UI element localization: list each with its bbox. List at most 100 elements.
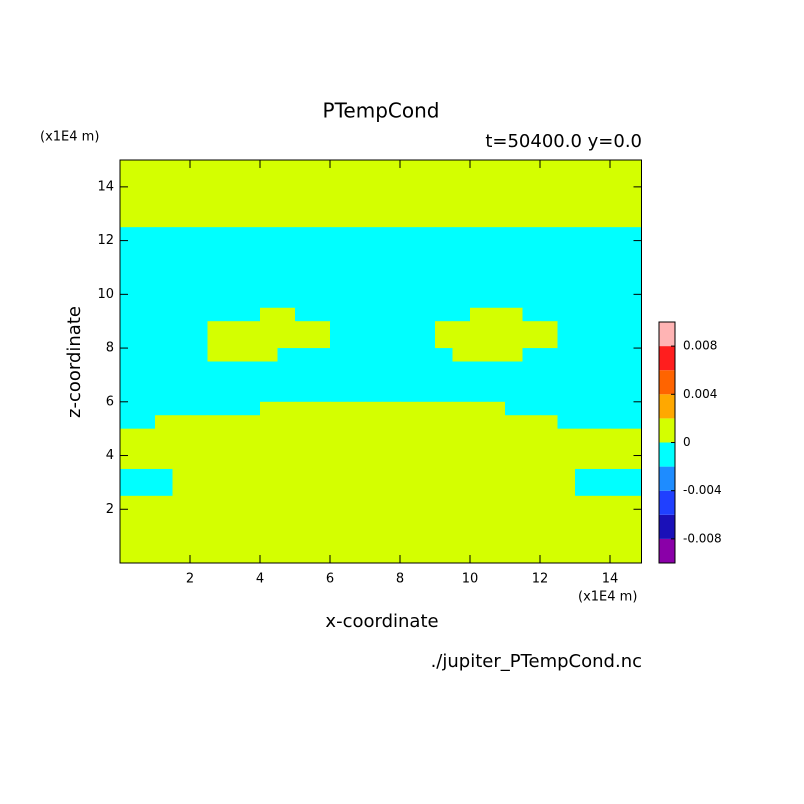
contour-cell [610,200,629,215]
contour-cell [330,307,349,322]
contour-cell [382,186,401,201]
contour-cell [277,307,296,322]
contour-cell [347,549,366,563]
contour-cell [417,455,436,470]
contour-cell [627,321,642,336]
contour-cell [452,536,471,551]
contour-cell [225,294,244,309]
contour-cell [295,388,314,403]
contour-cell [190,455,209,470]
contour-cell [295,267,314,282]
contour-cell [330,482,349,497]
contour-cell [277,428,296,443]
contour-cell [330,361,349,376]
contour-cell [487,307,506,322]
contour-cell [207,173,226,188]
contour-cell [225,213,244,228]
contour-cell [575,321,594,336]
contour-cell [522,160,541,175]
contour-cell [382,254,401,269]
contour-cell [137,495,156,510]
contour-cell [557,160,576,175]
contour-cell [575,442,594,457]
contour-cell [505,401,524,416]
contour-cell [417,415,436,430]
contour-cell [137,294,156,309]
contour-cell [295,254,314,269]
contour-cell [557,509,576,524]
contour-cell [505,495,524,510]
contour-cell [120,307,139,322]
contour-cell [400,173,419,188]
contour-cell [417,495,436,510]
contour-cell [207,307,226,322]
chart-title: PTempCond [323,99,440,123]
contour-cell [137,348,156,363]
contour-cell [592,415,611,430]
contour-cell [365,549,384,563]
contour-cell [137,240,156,255]
contour-cell [505,213,524,228]
contour-cell [400,160,419,175]
contour-cell [575,388,594,403]
contour-cell [242,536,261,551]
contour-cell [452,186,471,201]
contour-cell [347,455,366,470]
contour-cell [575,200,594,215]
contour-cell [522,455,541,470]
contour-cell [330,267,349,282]
contour-cell [470,267,489,282]
contour-cell [277,321,296,336]
contour-cell [487,213,506,228]
contour-cell [592,455,611,470]
contour-cell [627,455,642,470]
contour-cell [260,334,279,349]
contour-cell [487,509,506,524]
contour-cell [452,348,471,363]
contour-cell [155,294,174,309]
contour-cell [417,348,436,363]
contour-cell [452,509,471,524]
contour-cell [452,321,471,336]
contour-cell [417,307,436,322]
contour-cell [277,549,296,563]
x-tick-label: 10 [462,572,479,587]
contour-cell [190,307,209,322]
x-tick-label: 4 [256,572,264,587]
contour-cell [592,334,611,349]
contour-cell [365,415,384,430]
contour-cell [365,321,384,336]
contour-cell [312,361,331,376]
contour-cell [225,455,244,470]
contour-cell [225,388,244,403]
contour-cell [610,240,629,255]
contour-cell [610,280,629,295]
contour-cell [575,415,594,430]
colorbar-tick-label: -0.008 [683,531,722,545]
contour-cell [487,388,506,403]
contour-cell [155,267,174,282]
contour-cell [557,254,576,269]
contour-cell [610,294,629,309]
contour-cell [172,549,191,563]
contour-cell [120,186,139,201]
contour-cell [277,455,296,470]
contour-cell [487,536,506,551]
contour-cell [242,213,261,228]
contour-cell [557,280,576,295]
contour-cell [172,254,191,269]
contour-cell [137,428,156,443]
contour-cell [610,334,629,349]
contour-cell [242,240,261,255]
contour-cell [207,455,226,470]
x-tick-label: 14 [602,572,619,587]
contour-cell [347,495,366,510]
contour-cell [365,536,384,551]
contour-cell [487,254,506,269]
contour-cell [190,522,209,537]
subtitle: t=50400.0 y=0.0 [485,131,642,152]
contour-cell [452,227,471,242]
contour-cell [347,428,366,443]
contour-cell [190,495,209,510]
